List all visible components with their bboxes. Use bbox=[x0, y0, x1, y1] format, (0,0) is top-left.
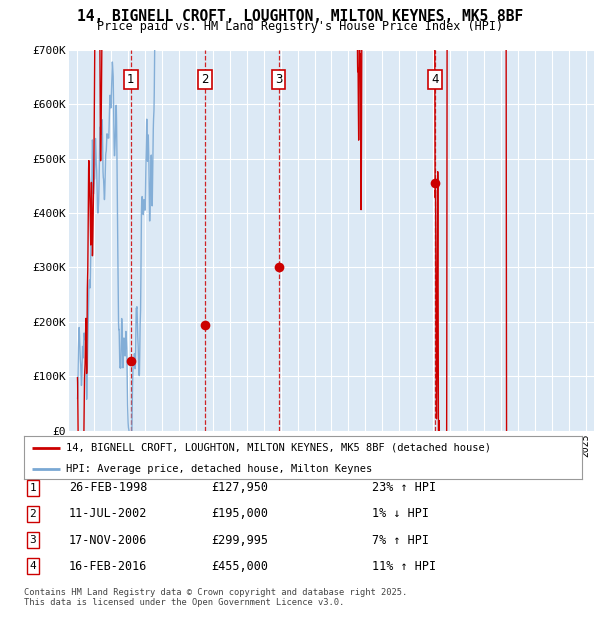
Text: 11-JUL-2002: 11-JUL-2002 bbox=[69, 508, 147, 520]
Text: Contains HM Land Registry data © Crown copyright and database right 2025.
This d: Contains HM Land Registry data © Crown c… bbox=[24, 588, 407, 607]
Text: £455,000: £455,000 bbox=[212, 560, 269, 572]
Text: 7% ↑ HPI: 7% ↑ HPI bbox=[372, 534, 429, 546]
Text: 11% ↑ HPI: 11% ↑ HPI bbox=[372, 560, 436, 572]
Text: 1: 1 bbox=[127, 73, 134, 86]
Text: 4: 4 bbox=[431, 73, 439, 86]
Text: 2: 2 bbox=[201, 73, 209, 86]
Text: 14, BIGNELL CROFT, LOUGHTON, MILTON KEYNES, MK5 8BF: 14, BIGNELL CROFT, LOUGHTON, MILTON KEYN… bbox=[77, 9, 523, 24]
Text: £127,950: £127,950 bbox=[212, 482, 269, 494]
Text: £299,995: £299,995 bbox=[212, 534, 269, 546]
Text: 4: 4 bbox=[29, 561, 37, 571]
Text: £195,000: £195,000 bbox=[212, 508, 269, 520]
Text: 16-FEB-2016: 16-FEB-2016 bbox=[69, 560, 147, 572]
Text: 1: 1 bbox=[29, 483, 37, 493]
Text: 26-FEB-1998: 26-FEB-1998 bbox=[69, 482, 147, 494]
Text: Price paid vs. HM Land Registry's House Price Index (HPI): Price paid vs. HM Land Registry's House … bbox=[97, 20, 503, 33]
Text: 3: 3 bbox=[29, 535, 37, 545]
Text: 2: 2 bbox=[29, 509, 37, 519]
Text: 14, BIGNELL CROFT, LOUGHTON, MILTON KEYNES, MK5 8BF (detached house): 14, BIGNELL CROFT, LOUGHTON, MILTON KEYN… bbox=[66, 443, 491, 453]
Text: 1% ↓ HPI: 1% ↓ HPI bbox=[372, 508, 429, 520]
Text: 17-NOV-2006: 17-NOV-2006 bbox=[69, 534, 147, 546]
Text: 23% ↑ HPI: 23% ↑ HPI bbox=[372, 482, 436, 494]
Text: HPI: Average price, detached house, Milton Keynes: HPI: Average price, detached house, Milt… bbox=[66, 464, 372, 474]
Text: 3: 3 bbox=[275, 73, 283, 86]
